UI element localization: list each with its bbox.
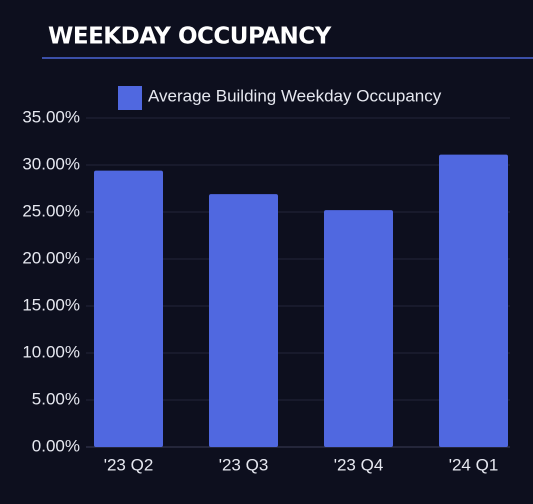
bar — [439, 154, 508, 447]
bar — [324, 210, 393, 447]
bar — [94, 170, 163, 447]
x-tick-label: '23 Q3 — [219, 455, 269, 474]
y-tick-label: 35.00% — [22, 107, 80, 126]
bar — [209, 194, 278, 447]
y-tick-label: 10.00% — [22, 342, 80, 361]
y-tick-label: 0.00% — [32, 436, 80, 455]
legend-swatch — [118, 86, 142, 110]
legend-label: Average Building Weekday Occupancy — [148, 86, 442, 105]
x-tick-label: '23 Q4 — [334, 455, 384, 474]
x-tick-label: '24 Q1 — [449, 455, 499, 474]
y-tick-label: 15.00% — [22, 295, 80, 314]
y-tick-label: 20.00% — [22, 248, 80, 267]
y-tick-label: 5.00% — [32, 389, 80, 408]
y-tick-label: 30.00% — [22, 154, 80, 173]
x-tick-label: '23 Q2 — [104, 455, 154, 474]
chart-title: WEEKDAY OCCUPANCY — [48, 24, 332, 50]
y-tick-label: 25.00% — [22, 201, 80, 220]
